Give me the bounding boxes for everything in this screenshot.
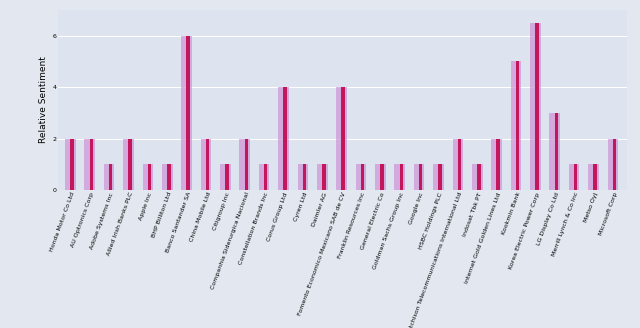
Bar xyxy=(380,164,383,190)
Bar xyxy=(65,139,76,190)
Bar xyxy=(259,164,269,190)
Bar xyxy=(458,139,461,190)
Bar xyxy=(298,164,308,190)
Bar xyxy=(492,139,502,190)
Bar xyxy=(341,87,345,190)
Bar xyxy=(104,164,115,190)
Bar xyxy=(148,164,151,190)
Bar xyxy=(167,164,170,190)
Bar xyxy=(162,164,173,190)
Bar xyxy=(225,164,228,190)
Bar xyxy=(123,139,134,190)
Bar xyxy=(511,61,522,190)
Bar xyxy=(394,164,405,190)
Bar xyxy=(70,139,74,190)
Bar xyxy=(181,36,192,190)
Bar xyxy=(438,164,442,190)
Bar xyxy=(128,139,132,190)
Bar xyxy=(588,164,599,190)
Bar xyxy=(530,23,541,190)
Bar xyxy=(549,113,560,190)
Bar xyxy=(84,139,95,190)
Bar xyxy=(574,164,577,190)
Bar xyxy=(244,139,248,190)
Bar xyxy=(399,164,403,190)
Bar xyxy=(612,139,616,190)
Bar xyxy=(535,23,539,190)
Bar xyxy=(607,139,618,190)
Bar xyxy=(472,164,483,190)
Y-axis label: Relative Sentiment: Relative Sentiment xyxy=(39,57,48,143)
Bar xyxy=(206,139,209,190)
Bar xyxy=(322,164,326,190)
Bar xyxy=(90,139,93,190)
Bar xyxy=(452,139,463,190)
Bar xyxy=(497,139,500,190)
Bar xyxy=(593,164,596,190)
Bar xyxy=(477,164,481,190)
Bar xyxy=(220,164,230,190)
Bar xyxy=(264,164,268,190)
Bar xyxy=(361,164,364,190)
Bar xyxy=(143,164,153,190)
Bar xyxy=(569,164,579,190)
Bar xyxy=(278,87,289,190)
Bar xyxy=(375,164,386,190)
Bar xyxy=(201,139,211,190)
Bar xyxy=(516,61,519,190)
Bar xyxy=(317,164,328,190)
Bar xyxy=(554,113,558,190)
Bar xyxy=(336,87,347,190)
Bar xyxy=(414,164,424,190)
Bar xyxy=(419,164,422,190)
Bar xyxy=(433,164,444,190)
Bar xyxy=(356,164,366,190)
Bar xyxy=(284,87,287,190)
Bar xyxy=(186,36,190,190)
Bar xyxy=(239,139,250,190)
Bar xyxy=(303,164,306,190)
Bar xyxy=(109,164,113,190)
